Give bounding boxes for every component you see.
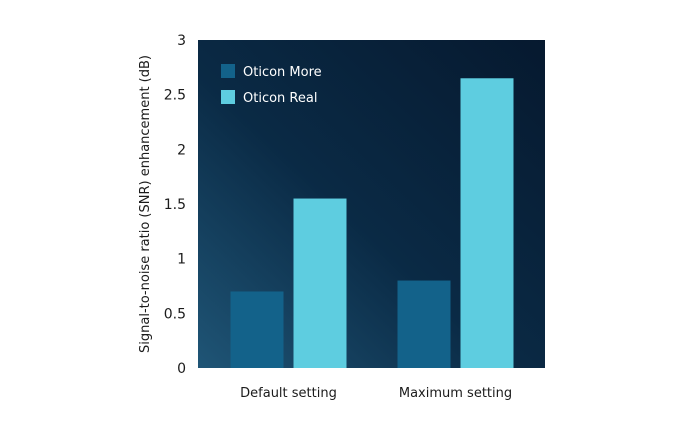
legend-label: Oticon More bbox=[243, 65, 322, 80]
x-category-label: Maximum setting bbox=[399, 386, 512, 401]
y-axis-title: Signal-to-noise ratio (SNR) enhancement … bbox=[138, 55, 153, 353]
legend-swatch bbox=[221, 64, 235, 78]
legend-label: Oticon Real bbox=[243, 91, 317, 106]
y-tick-label: 0 bbox=[177, 361, 186, 377]
y-axis-ticks: 0 0.5 1 1.5 2 2.5 3 bbox=[164, 33, 186, 377]
y-tick-label: 0.5 bbox=[164, 306, 186, 322]
y-tick-label: 3 bbox=[177, 33, 186, 49]
x-axis-labels: Default setting Maximum setting bbox=[240, 386, 512, 401]
y-tick-label: 2 bbox=[177, 142, 186, 158]
bar-oticon-real-default-setting bbox=[293, 198, 347, 368]
legend-swatch bbox=[221, 90, 235, 104]
bar-oticon-more-maximum-setting bbox=[397, 280, 451, 368]
bar-oticon-real-maximum-setting bbox=[460, 78, 514, 369]
x-category-label: Default setting bbox=[240, 386, 337, 401]
y-tick-label: 1.5 bbox=[164, 197, 186, 213]
y-tick-label: 1 bbox=[177, 252, 186, 268]
y-tick-label: 2.5 bbox=[164, 88, 186, 104]
legend: Oticon More Oticon Real bbox=[221, 64, 322, 106]
bars bbox=[230, 78, 514, 369]
bar-oticon-more-default-setting bbox=[230, 291, 284, 368]
